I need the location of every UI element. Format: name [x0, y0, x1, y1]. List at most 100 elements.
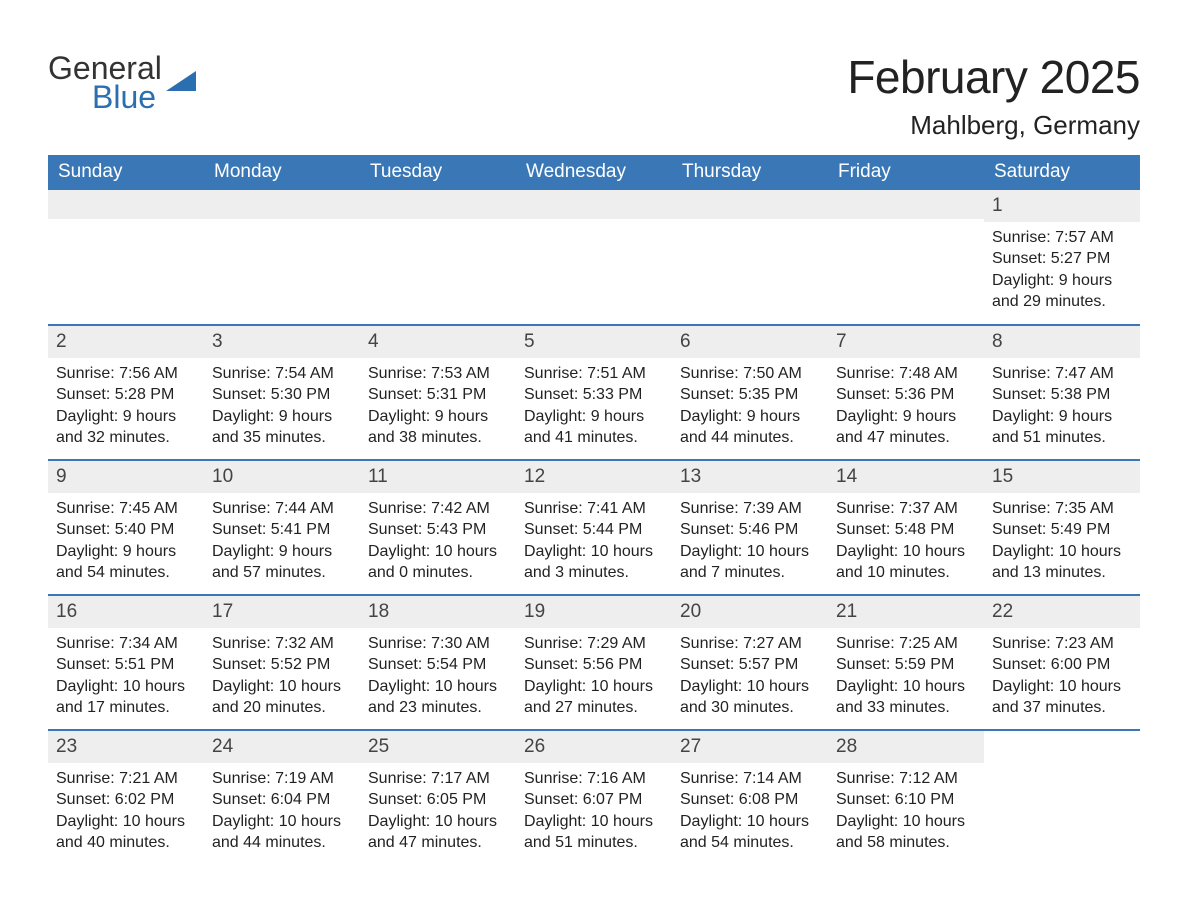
sunrise-line: Sunrise: 7:42 AM: [368, 498, 508, 520]
sunset-line: Sunset: 6:02 PM: [56, 789, 196, 811]
day-body: Sunrise: 7:47 AMSunset: 5:38 PMDaylight:…: [984, 358, 1140, 459]
daylight-line: Daylight: 9 hours and 41 minutes.: [524, 406, 664, 449]
days-of-week-header: SundayMondayTuesdayWednesdayThursdayFrid…: [48, 155, 1140, 190]
daylight-line: Daylight: 10 hours and 20 minutes.: [212, 676, 352, 719]
day-cell: 21Sunrise: 7:25 AMSunset: 5:59 PMDayligh…: [828, 596, 984, 729]
week-row: 23Sunrise: 7:21 AMSunset: 6:02 PMDayligh…: [48, 729, 1140, 864]
daylight-line: Daylight: 9 hours and 38 minutes.: [368, 406, 508, 449]
sunrise-line: Sunrise: 7:34 AM: [56, 633, 196, 655]
day-body: Sunrise: 7:37 AMSunset: 5:48 PMDaylight:…: [828, 493, 984, 594]
day-body: Sunrise: 7:17 AMSunset: 6:05 PMDaylight:…: [360, 763, 516, 864]
day-cell: 10Sunrise: 7:44 AMSunset: 5:41 PMDayligh…: [204, 461, 360, 594]
sunrise-line: Sunrise: 7:45 AM: [56, 498, 196, 520]
sunset-line: Sunset: 5:38 PM: [992, 384, 1132, 406]
day-number: 12: [516, 461, 672, 493]
daylight-line: Daylight: 10 hours and 58 minutes.: [836, 811, 976, 854]
day-cell: 19Sunrise: 7:29 AMSunset: 5:56 PMDayligh…: [516, 596, 672, 729]
sunset-line: Sunset: 5:30 PM: [212, 384, 352, 406]
daylight-line: Daylight: 10 hours and 7 minutes.: [680, 541, 820, 584]
day-body: Sunrise: 7:19 AMSunset: 6:04 PMDaylight:…: [204, 763, 360, 864]
daylight-line: Daylight: 10 hours and 23 minutes.: [368, 676, 508, 719]
daylight-line: Daylight: 10 hours and 27 minutes.: [524, 676, 664, 719]
day-number: 11: [360, 461, 516, 493]
day-cell: 20Sunrise: 7:27 AMSunset: 5:57 PMDayligh…: [672, 596, 828, 729]
sunrise-line: Sunrise: 7:53 AM: [368, 363, 508, 385]
dow-cell: Friday: [828, 155, 984, 190]
day-number: 13: [672, 461, 828, 493]
day-body: Sunrise: 7:34 AMSunset: 5:51 PMDaylight:…: [48, 628, 204, 729]
daylight-line: Daylight: 10 hours and 51 minutes.: [524, 811, 664, 854]
sunrise-line: Sunrise: 7:32 AM: [212, 633, 352, 655]
day-number: 4: [360, 326, 516, 358]
sunset-line: Sunset: 5:28 PM: [56, 384, 196, 406]
sunset-line: Sunset: 5:51 PM: [56, 654, 196, 676]
day-body: Sunrise: 7:23 AMSunset: 6:00 PMDaylight:…: [984, 628, 1140, 729]
day-number: 15: [984, 461, 1140, 493]
dow-cell: Thursday: [672, 155, 828, 190]
empty-day-bar: [48, 190, 204, 219]
day-number: 18: [360, 596, 516, 628]
day-cell: 1Sunrise: 7:57 AMSunset: 5:27 PMDaylight…: [984, 190, 1140, 324]
sunrise-line: Sunrise: 7:50 AM: [680, 363, 820, 385]
day-cell: 24Sunrise: 7:19 AMSunset: 6:04 PMDayligh…: [204, 731, 360, 864]
day-body: Sunrise: 7:39 AMSunset: 5:46 PMDaylight:…: [672, 493, 828, 594]
sunrise-line: Sunrise: 7:17 AM: [368, 768, 508, 790]
sunrise-line: Sunrise: 7:47 AM: [992, 363, 1132, 385]
day-number: 25: [360, 731, 516, 763]
day-number: 1: [984, 190, 1140, 222]
day-cell: [48, 190, 204, 324]
sunrise-line: Sunrise: 7:44 AM: [212, 498, 352, 520]
day-cell: 23Sunrise: 7:21 AMSunset: 6:02 PMDayligh…: [48, 731, 204, 864]
day-number: 3: [204, 326, 360, 358]
day-cell: 13Sunrise: 7:39 AMSunset: 5:46 PMDayligh…: [672, 461, 828, 594]
sunset-line: Sunset: 5:57 PM: [680, 654, 820, 676]
day-number: 10: [204, 461, 360, 493]
day-body: Sunrise: 7:29 AMSunset: 5:56 PMDaylight:…: [516, 628, 672, 729]
empty-day-bar: [516, 190, 672, 219]
day-number: 27: [672, 731, 828, 763]
daylight-line: Daylight: 10 hours and 44 minutes.: [212, 811, 352, 854]
day-body: Sunrise: 7:57 AMSunset: 5:27 PMDaylight:…: [984, 222, 1140, 323]
empty-day-bar: [204, 190, 360, 219]
day-number: 16: [48, 596, 204, 628]
sunset-line: Sunset: 5:49 PM: [992, 519, 1132, 541]
day-body: Sunrise: 7:54 AMSunset: 5:30 PMDaylight:…: [204, 358, 360, 459]
header: General Blue February 2025 Mahlberg, Ger…: [48, 50, 1140, 141]
sunset-line: Sunset: 6:04 PM: [212, 789, 352, 811]
day-body: Sunrise: 7:41 AMSunset: 5:44 PMDaylight:…: [516, 493, 672, 594]
daylight-line: Daylight: 9 hours and 47 minutes.: [836, 406, 976, 449]
sunset-line: Sunset: 5:36 PM: [836, 384, 976, 406]
day-body: Sunrise: 7:42 AMSunset: 5:43 PMDaylight:…: [360, 493, 516, 594]
dow-cell: Sunday: [48, 155, 204, 190]
title-month: February 2025: [847, 50, 1140, 104]
sunset-line: Sunset: 5:41 PM: [212, 519, 352, 541]
logog-triangle-icon: [166, 71, 202, 97]
day-body: Sunrise: 7:51 AMSunset: 5:33 PMDaylight:…: [516, 358, 672, 459]
daylight-line: Daylight: 9 hours and 51 minutes.: [992, 406, 1132, 449]
day-number: 26: [516, 731, 672, 763]
day-body: Sunrise: 7:27 AMSunset: 5:57 PMDaylight:…: [672, 628, 828, 729]
daylight-line: Daylight: 10 hours and 37 minutes.: [992, 676, 1132, 719]
sunset-line: Sunset: 6:10 PM: [836, 789, 976, 811]
logo: General Blue: [48, 50, 202, 116]
sunset-line: Sunset: 5:35 PM: [680, 384, 820, 406]
day-cell: 3Sunrise: 7:54 AMSunset: 5:30 PMDaylight…: [204, 326, 360, 459]
sunset-line: Sunset: 5:46 PM: [680, 519, 820, 541]
daylight-line: Daylight: 10 hours and 10 minutes.: [836, 541, 976, 584]
day-cell: 12Sunrise: 7:41 AMSunset: 5:44 PMDayligh…: [516, 461, 672, 594]
title-location: Mahlberg, Germany: [847, 110, 1140, 141]
sunrise-line: Sunrise: 7:48 AM: [836, 363, 976, 385]
daylight-line: Daylight: 9 hours and 54 minutes.: [56, 541, 196, 584]
sunset-line: Sunset: 5:52 PM: [212, 654, 352, 676]
sunset-line: Sunset: 6:08 PM: [680, 789, 820, 811]
daylight-line: Daylight: 9 hours and 35 minutes.: [212, 406, 352, 449]
day-number: 2: [48, 326, 204, 358]
empty-day-bar: [828, 190, 984, 219]
sunrise-line: Sunrise: 7:16 AM: [524, 768, 664, 790]
day-number: 8: [984, 326, 1140, 358]
sunrise-line: Sunrise: 7:19 AM: [212, 768, 352, 790]
day-cell: 4Sunrise: 7:53 AMSunset: 5:31 PMDaylight…: [360, 326, 516, 459]
day-number: 9: [48, 461, 204, 493]
sunrise-line: Sunrise: 7:35 AM: [992, 498, 1132, 520]
empty-day-bar: [360, 190, 516, 219]
